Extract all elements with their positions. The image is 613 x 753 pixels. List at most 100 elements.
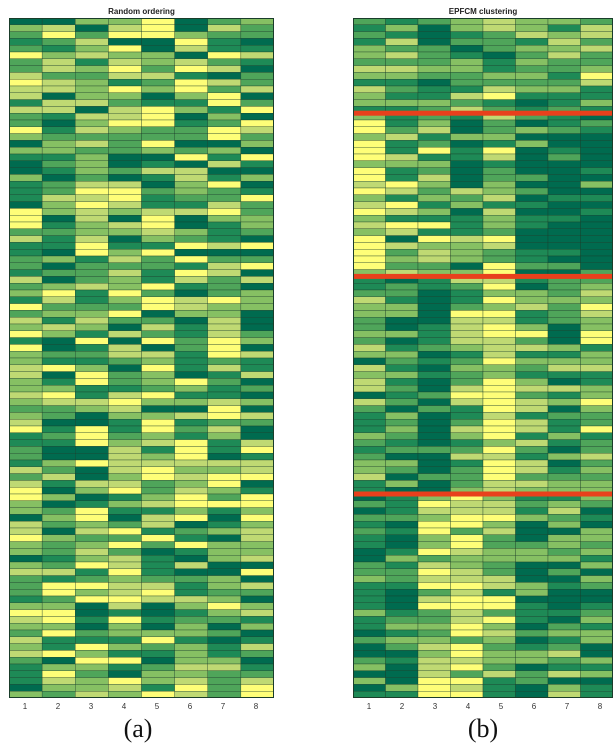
heatmap-cell	[174, 92, 208, 100]
heatmap-cell	[75, 548, 109, 556]
heatmap-cell	[515, 351, 549, 359]
heatmap-cell	[240, 147, 274, 155]
heatmap-cell	[353, 391, 386, 399]
heatmap-cell	[547, 405, 581, 413]
heatmap-cell	[108, 691, 142, 698]
heatmap-cell	[482, 119, 516, 127]
heatmap-cell	[385, 541, 419, 549]
heatmap-cell	[174, 425, 208, 433]
heatmap-cell	[450, 391, 484, 399]
heatmap-cell	[75, 351, 109, 359]
heatmap-cell	[207, 568, 242, 576]
heatmap-cell	[450, 24, 484, 32]
heatmap-cell	[240, 643, 274, 651]
heatmap-cell	[515, 99, 549, 107]
heatmap-cell	[240, 221, 274, 229]
heatmap-cell	[547, 99, 581, 107]
heatmap-cell	[482, 147, 516, 155]
heatmap-cell	[482, 249, 516, 257]
heatmap-cell	[141, 242, 175, 250]
heatmap-cell	[41, 126, 76, 134]
heatmap-cell	[41, 432, 76, 440]
heatmap-cell	[141, 255, 175, 263]
heatmap-cell	[9, 38, 43, 46]
heatmap-cell	[547, 521, 581, 529]
heatmap-cell	[580, 412, 613, 420]
heatmap-cell	[547, 643, 581, 651]
heatmap-cell	[9, 589, 43, 597]
heatmap-cell	[385, 378, 419, 386]
heatmap-cell	[450, 398, 484, 406]
heatmap-cell	[141, 262, 175, 270]
heatmap-cell	[482, 208, 516, 216]
heatmap-cell	[353, 446, 386, 454]
heatmap-cell	[482, 419, 516, 427]
heatmap-cell	[547, 357, 581, 365]
heatmap-cell	[9, 582, 43, 590]
heatmap-cell	[515, 507, 549, 515]
heatmap-cell	[353, 45, 386, 53]
heatmap-cell	[174, 391, 208, 399]
heatmap-cell	[41, 215, 76, 223]
heatmap-cell	[41, 473, 76, 481]
heatmap-cell	[450, 473, 484, 481]
heatmap-cell	[108, 385, 142, 393]
heatmap-cell	[108, 425, 142, 433]
heatmap-cell	[580, 283, 613, 291]
heatmap-cell	[9, 419, 43, 427]
heatmap-cell	[108, 201, 142, 209]
heatmap-cell	[141, 249, 175, 257]
heatmap-cell	[450, 589, 484, 597]
heatmap-cell	[174, 344, 208, 352]
heatmap-cell	[9, 691, 43, 698]
heatmap-cell	[547, 670, 581, 678]
heatmap-cell	[417, 215, 451, 223]
heatmap-cell	[240, 555, 274, 563]
heatmap-cell	[417, 521, 451, 529]
heatmap-cell	[450, 609, 484, 617]
heatmap-cell	[240, 419, 274, 427]
heatmap-cell	[417, 480, 451, 488]
heatmap-cell	[580, 323, 613, 331]
x-tick: 8	[253, 702, 259, 711]
heatmap-cell	[385, 344, 419, 352]
heatmap-cell	[450, 507, 484, 515]
heatmap-cell	[240, 385, 274, 393]
heatmap-cell	[482, 425, 516, 433]
heatmap-cell	[9, 242, 43, 250]
heatmap-cell	[450, 330, 484, 338]
heatmap-cell	[108, 45, 142, 53]
heatmap-cell	[207, 364, 242, 372]
heatmap-cell	[41, 419, 76, 427]
heatmap-cell	[174, 72, 208, 80]
heatmap-cell	[108, 357, 142, 365]
heatmap-cell	[9, 262, 43, 270]
heatmap-cell	[41, 487, 76, 495]
heatmap-cell	[174, 323, 208, 331]
heatmap-cell	[385, 221, 419, 229]
heatmap-cell	[9, 113, 43, 121]
heatmap-cell	[9, 221, 43, 229]
heatmap-cell	[75, 575, 109, 583]
heatmap-cell	[580, 459, 613, 467]
heatmap-cell	[515, 296, 549, 304]
heatmap-cell	[353, 235, 386, 243]
heatmap-cell	[417, 385, 451, 393]
heatmap-cell	[108, 521, 142, 529]
heatmap-cell	[353, 582, 386, 590]
heatmap-cell	[108, 323, 142, 331]
heatmap-cell	[417, 167, 451, 175]
heatmap-cell	[41, 99, 76, 107]
heatmap-cell	[174, 147, 208, 155]
heatmap-cell	[9, 174, 43, 182]
heatmap-cell	[174, 51, 208, 59]
heatmap-cell	[75, 453, 109, 461]
heatmap-cell	[450, 181, 484, 189]
heatmap-cell	[207, 31, 242, 39]
heatmap-cell	[207, 126, 242, 134]
heatmap-cell	[41, 351, 76, 359]
heatmap-cell	[240, 187, 274, 195]
heatmap-cell	[174, 181, 208, 189]
heatmap-cell	[108, 65, 142, 73]
heatmap-cell	[174, 310, 208, 318]
